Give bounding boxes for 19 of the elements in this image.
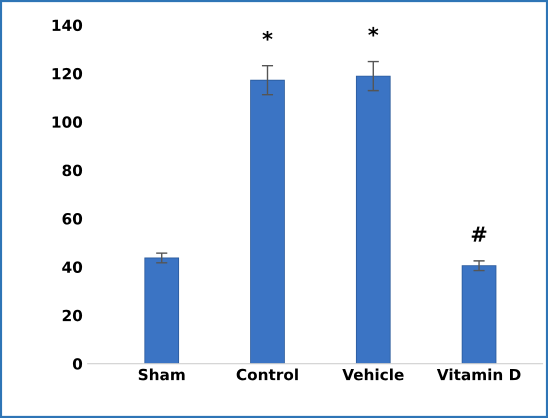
y-tick-label: 140 xyxy=(52,20,82,32)
y-tick-label: 20 xyxy=(62,310,82,322)
annotation: * xyxy=(262,30,273,41)
bar xyxy=(356,76,391,364)
y-tick-label: 60 xyxy=(62,213,82,225)
x-tick-label: Vitamin D xyxy=(436,368,520,380)
bar xyxy=(144,258,180,364)
y-tick-label: 80 xyxy=(62,164,82,176)
y-tick-label: 0 xyxy=(72,358,82,370)
x-tick-label: Control xyxy=(236,368,298,380)
bar xyxy=(250,80,285,364)
bar xyxy=(462,265,496,364)
y-tick-label: 120 xyxy=(52,68,82,80)
annotation: * xyxy=(368,26,378,37)
x-tick-label: Sham xyxy=(138,368,185,380)
y-tick-label: 100 xyxy=(52,116,82,128)
y-tick-label: 40 xyxy=(62,261,82,273)
annotation: # xyxy=(472,226,486,242)
x-tick-label: Vehicle xyxy=(342,368,404,380)
